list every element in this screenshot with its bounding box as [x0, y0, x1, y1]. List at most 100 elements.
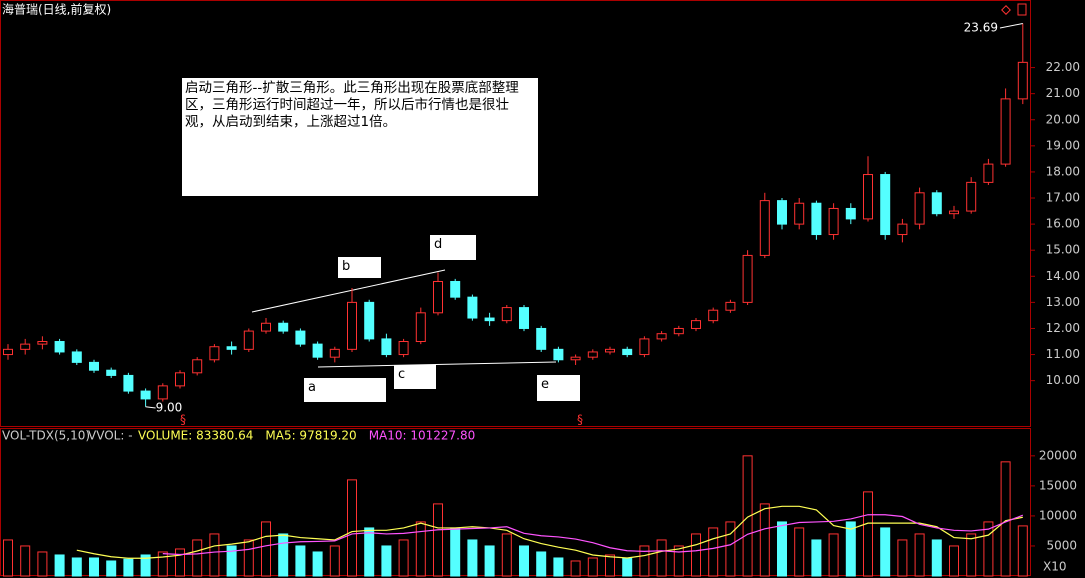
- y-tick-label: 21.00: [1046, 86, 1080, 100]
- candle-body: [54, 341, 65, 353]
- volume-bar: [553, 557, 564, 577]
- candle-body: [415, 312, 426, 343]
- candle-body: [863, 174, 873, 220]
- volume-bar: [587, 557, 598, 577]
- annotation-box: 启动三角形--扩散三角形。此三角形出现在股票底部整理区，三角形运行时间超过一年，…: [182, 78, 538, 196]
- candle-body: [777, 200, 787, 225]
- icon[interactable]: [1001, 5, 1011, 15]
- candle-body: [192, 359, 203, 374]
- volume-bar: [639, 545, 650, 577]
- volume-bar: [845, 521, 856, 577]
- y-tick-label: 17.00: [1046, 191, 1080, 205]
- point-label: b: [338, 257, 381, 278]
- y-tick-label: 11.00: [1046, 347, 1080, 361]
- y-tick-label: 14.00: [1046, 269, 1080, 283]
- volume-bar: [106, 560, 117, 577]
- unit-label: X10: [1043, 560, 1067, 574]
- volume-bar: [347, 479, 357, 577]
- candle-body: [398, 341, 409, 356]
- candle-body: [3, 348, 13, 356]
- candle-body: [605, 348, 615, 353]
- volume-bar: [519, 545, 529, 577]
- candle-body: [794, 202, 805, 225]
- candle-body: [673, 327, 684, 335]
- volume-bar: [123, 558, 134, 577]
- candle-body: [123, 374, 134, 392]
- point-label: a: [304, 378, 386, 402]
- candle-body: [37, 341, 48, 345]
- volume-bar: [880, 527, 891, 577]
- candle-body: [312, 343, 323, 358]
- high-label: 23.69: [964, 21, 998, 35]
- leader: [145, 406, 156, 409]
- candle-body: [639, 338, 650, 356]
- volume-bar: [931, 539, 942, 577]
- volume-bar: [467, 539, 478, 577]
- y-tick-label: 22.00: [1046, 60, 1080, 74]
- price-frame: [0, 0, 1031, 427]
- y-tick-label: 15.00: [1046, 243, 1080, 257]
- candle-body: [949, 210, 959, 215]
- icon[interactable]: [1017, 3, 1027, 16]
- candle-body: [983, 163, 994, 183]
- volume-bar: [295, 545, 306, 577]
- candle-body: [880, 174, 891, 236]
- candle-body: [364, 301, 375, 340]
- candle-body: [467, 296, 478, 319]
- volume-bar: [89, 557, 99, 577]
- y-tick-label: 20.00: [1046, 112, 1080, 126]
- legend-entry: VOLUME: 83380.64: [138, 429, 253, 443]
- volume-bar: [622, 557, 633, 577]
- volume-bar: [226, 545, 237, 577]
- volume-bar: [192, 539, 203, 577]
- volume-bar: [484, 545, 495, 577]
- volume-bar: [175, 548, 185, 577]
- volume-bar: [450, 527, 461, 577]
- low-label: 9.00: [156, 401, 183, 415]
- upper-trend-line: [251, 269, 446, 313]
- y-tick-label: 16.00: [1046, 217, 1080, 231]
- signal-icon: §: [577, 413, 583, 427]
- volume-bar: [570, 560, 581, 577]
- candle-body: [845, 207, 856, 220]
- volume-frame: [0, 428, 1031, 576]
- candle-body: [450, 281, 461, 298]
- volume-bar: [381, 545, 392, 577]
- volume-bar: [673, 545, 684, 577]
- volume-subtitle: VVOL: -: [88, 429, 133, 443]
- volume-bar: [691, 533, 701, 577]
- candle-body: [811, 202, 822, 236]
- legend-entry: MA5: 97819.20: [265, 429, 356, 443]
- candle-body: [897, 223, 908, 236]
- y-tick-label: 20000: [1039, 448, 1077, 462]
- y-tick-label: 12.00: [1046, 321, 1080, 335]
- volume-bar: [20, 545, 31, 577]
- leader: [999, 22, 1023, 29]
- candle-body: [725, 301, 736, 311]
- candle-body: [587, 351, 598, 358]
- candle-body: [536, 327, 547, 350]
- candle-body: [1017, 61, 1028, 100]
- volume-bar: [140, 554, 151, 577]
- volume-bar: [605, 554, 615, 577]
- candle-body: [278, 322, 289, 332]
- candle-body: [295, 330, 306, 345]
- candle-body: [226, 346, 237, 350]
- volume-bar: [3, 539, 13, 577]
- candle-body: [828, 207, 839, 236]
- volume-bar: [811, 539, 822, 577]
- signal-icon: §: [180, 413, 186, 427]
- candle-body: [484, 317, 495, 322]
- candle-body: [501, 307, 512, 322]
- candle-body: [381, 338, 392, 356]
- volume-bar: [329, 545, 340, 577]
- volume-bar: [433, 503, 443, 577]
- candle-body: [656, 333, 667, 340]
- volume-bar: [415, 521, 426, 577]
- candle-body: [966, 181, 977, 212]
- volume-bar: [501, 533, 512, 577]
- volume-bar: [364, 527, 375, 577]
- volume-bar: [777, 521, 787, 577]
- volume-bar: [1000, 461, 1011, 577]
